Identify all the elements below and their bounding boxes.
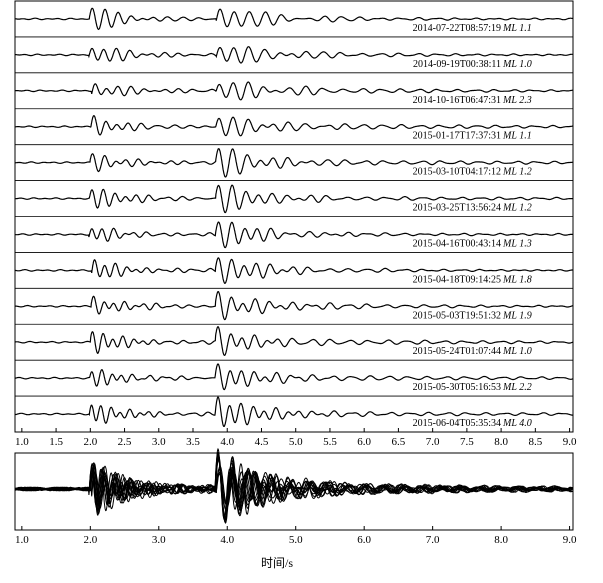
x-axis-label: 时间/s (261, 556, 293, 570)
waveform (14, 325, 573, 357)
x-tick-label: 4.5 (255, 436, 269, 448)
trace-time: 2015-05-03T19:51:32 (413, 310, 501, 321)
trace-magnitude: ML 1.0 (502, 59, 532, 70)
trace-time: 2014-10-16T06:47:31 (413, 95, 501, 106)
waveform (14, 363, 573, 391)
x-tick-label: 7.0 (426, 534, 440, 546)
trace-magnitude: ML 2.2 (502, 382, 532, 393)
trace-magnitude: ML 1.0 (502, 346, 532, 357)
trace-magnitude: ML 1.1 (502, 23, 532, 34)
waveform (14, 46, 573, 64)
trace-magnitude: ML 1.2 (502, 167, 532, 178)
x-tick-label: 9.0 (563, 436, 577, 448)
waveform (15, 257, 573, 284)
x-tick-label: 2.0 (83, 534, 97, 546)
trace-time: 2015-01-17T17:37:31 (413, 131, 501, 142)
trace-time: 2015-05-30T05:16:53 (413, 382, 501, 393)
x-tick-label: 3.0 (152, 436, 166, 448)
x-tick-label: 7.0 (426, 436, 440, 448)
trace-time: 2014-07-22T08:57:19 (413, 23, 501, 34)
x-tick-label: 1.0 (15, 436, 29, 448)
trace-time: 2014-09-19T00:38:11 (413, 59, 501, 70)
bottom-frame (14, 452, 574, 531)
waveform (15, 115, 573, 137)
trace-magnitude: ML 1.9 (502, 310, 532, 321)
waveform (14, 454, 573, 517)
x-tick-label: 1.5 (49, 436, 63, 448)
x-tick-label: 7.5 (460, 436, 474, 448)
waveform (15, 291, 573, 321)
x-tick-label: 6.5 (392, 436, 406, 448)
trace-magnitude: ML 1.8 (502, 274, 532, 285)
x-tick-label: 4.0 (220, 436, 234, 448)
x-tick-label: 6.0 (357, 436, 371, 448)
x-tick-label: 2.5 (118, 436, 132, 448)
trace-time: 2015-05-24T01:07:44 (413, 346, 501, 357)
x-tick-label: 5.5 (323, 436, 337, 448)
x-tick-label: 5.0 (289, 534, 303, 546)
trace-time: 2015-04-18T09:14:25 (413, 274, 501, 285)
x-tick-label: 3.5 (186, 436, 200, 448)
x-tick-label: 5.0 (289, 436, 303, 448)
x-tick-label: 9.0 (563, 534, 577, 546)
x-tick-label: 2.0 (83, 436, 97, 448)
x-tick-label: 8.5 (528, 436, 542, 448)
trace-magnitude: ML 4.0 (502, 418, 532, 429)
waveform (15, 221, 573, 249)
x-tick-label: 1.0 (15, 534, 29, 546)
x-tick-label: 4.0 (220, 534, 234, 546)
trace-magnitude: ML 2.3 (502, 95, 532, 106)
trace-time: 2015-06-04T05:35:34 (413, 418, 501, 429)
waveform (15, 148, 573, 178)
waveform (15, 184, 573, 214)
trace-time: 2015-03-10T04:17:12 (413, 167, 501, 178)
waveform (15, 447, 573, 519)
x-tick-label: 3.0 (152, 534, 166, 546)
trace-magnitude: ML 1.2 (502, 203, 532, 214)
trace-time: 2015-03-25T13:56:24 (413, 203, 501, 214)
waveform (14, 396, 573, 427)
trace-magnitude: ML 1.1 (502, 131, 532, 142)
waveform (15, 7, 573, 31)
trace-magnitude: ML 1.3 (502, 238, 532, 249)
waveform (14, 81, 573, 101)
x-tick-label: 8.0 (494, 436, 508, 448)
x-tick-label: 8.0 (494, 534, 508, 546)
trace-time: 2015-04-16T00:43:14 (413, 238, 501, 249)
x-tick-label: 6.0 (357, 534, 371, 546)
